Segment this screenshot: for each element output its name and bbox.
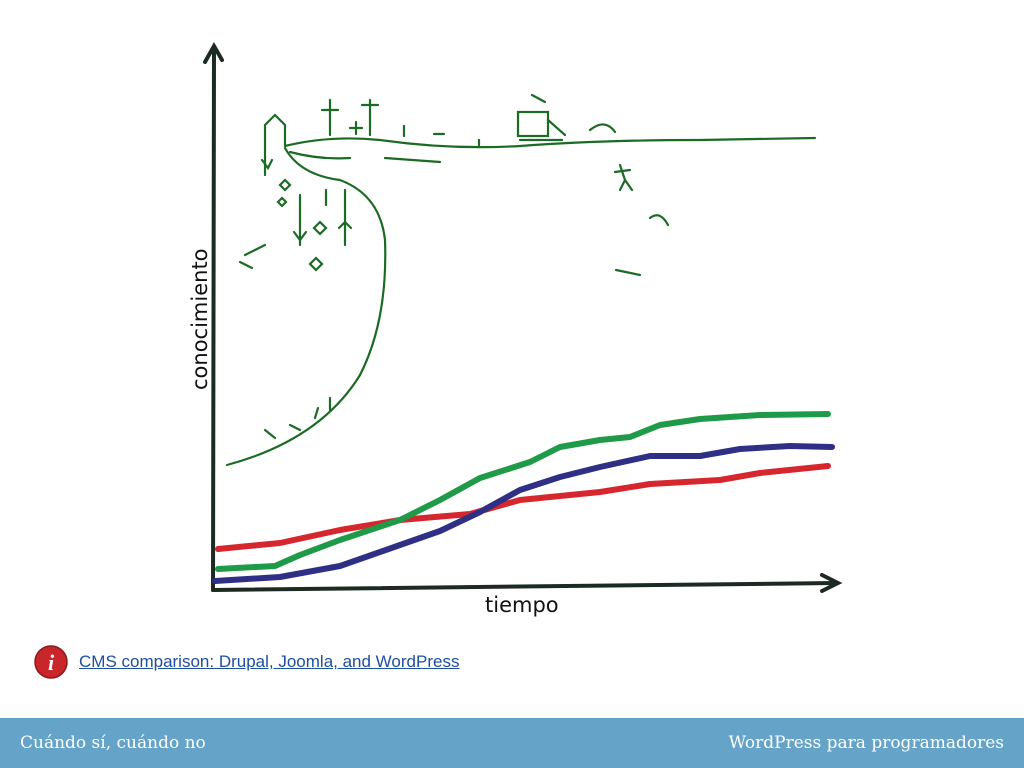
- plateau: [283, 136, 817, 149]
- x-axis: [211, 581, 838, 592]
- y-arrow: [203, 41, 224, 64]
- footer: Cuándo sí, cuándo no WordPress para prog…: [0, 718, 1024, 768]
- curve-green: [215, 411, 831, 572]
- bulldozer-detail: [518, 93, 617, 142]
- figures-top: [320, 98, 481, 148]
- info-circle: [34, 645, 68, 679]
- axes: [203, 41, 843, 593]
- x-arrow: [820, 573, 843, 593]
- curve-blue: [212, 443, 835, 584]
- hanging-figures: [292, 188, 353, 247]
- figure: conocimiento tiempo i: [34, 41, 843, 679]
- y-axis-label: conocimiento: [188, 248, 212, 390]
- ledge: [288, 150, 442, 164]
- info-glyph: i: [48, 650, 55, 675]
- curve-red: [215, 463, 831, 552]
- x-axis-label: tiempo: [485, 593, 559, 617]
- info-icon: i: [34, 645, 68, 679]
- footer-right: WordPress para programadores: [728, 733, 1004, 753]
- rocks: [276, 178, 328, 272]
- house: [260, 113, 287, 177]
- sprouts: [263, 396, 332, 440]
- cliff: [225, 146, 387, 467]
- footer-left: Cuándo sí, cuándo no: [20, 733, 206, 753]
- y-axis: [211, 46, 216, 592]
- link[interactable]: CMS comparison: Drupal, Joomla, and Word…: [79, 652, 460, 671]
- bulldozer: [516, 110, 550, 138]
- falling-figures: [238, 163, 670, 277]
- sketch: [225, 93, 817, 467]
